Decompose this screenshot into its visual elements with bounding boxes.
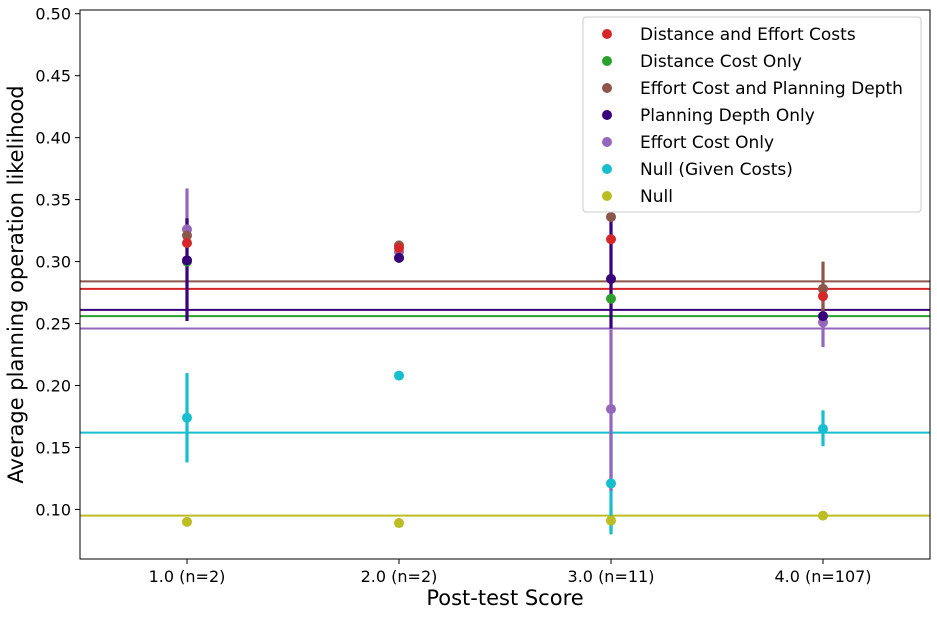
data-point: [394, 518, 404, 529]
data-point: [606, 211, 616, 222]
x-tick-label: 4.0 (n=107): [774, 567, 871, 586]
data-point: [606, 273, 616, 284]
x-axis-label: Post-test Score: [426, 586, 583, 610]
legend-entry: Distance Cost Only: [640, 52, 802, 72]
data-point: [818, 423, 828, 434]
legend-marker: [602, 164, 612, 174]
plot-frame: [79, 9, 931, 560]
legend-entry: Effort Cost Only: [640, 133, 774, 153]
data-points: [182, 211, 828, 529]
data-point: [606, 478, 616, 489]
y-tick-label: 0.35: [35, 191, 71, 210]
y-tick-label: 0.30: [35, 253, 71, 272]
data-point: [182, 412, 192, 423]
data-point: [606, 234, 616, 245]
legend-marker: [602, 110, 612, 120]
y-tick-label: 0.10: [35, 500, 71, 519]
data-point: [394, 370, 404, 381]
x-tick-label: 1.0 (n=2): [149, 567, 226, 586]
y-tick-label: 0.20: [35, 377, 71, 396]
legend-marker: [602, 137, 612, 147]
data-point: [818, 510, 828, 521]
error-bars: [185, 188, 825, 535]
data-point: [818, 311, 828, 322]
data-point: [182, 255, 192, 266]
y-tick-label: 0.15: [35, 438, 71, 457]
legend-entry: Effort Cost and Planning Depth: [640, 79, 903, 99]
legend-box: [582, 16, 922, 213]
legend-marker: [602, 83, 612, 93]
y-tick-label: 0.45: [35, 67, 71, 86]
legend-entry: Null: [640, 187, 673, 207]
data-point: [182, 237, 192, 248]
y-tick-label: 0.50: [35, 5, 71, 24]
legend-entry: Distance and Effort Costs: [640, 25, 856, 45]
legend: Distance and Effort Costs Distance Cost O…: [582, 16, 922, 213]
y-tick-label: 0.40: [35, 129, 71, 148]
data-point: [606, 515, 616, 526]
legend-marker: [602, 56, 612, 66]
legend-entry: Null (Given Costs): [640, 160, 793, 180]
y-tick-label: 0.25: [35, 315, 71, 334]
x-axis: 1.0 (n=2) 2.0 (n=2) 3.0 (n=11) 4.0 (n=107): [149, 559, 872, 586]
data-point: [818, 283, 828, 294]
data-point: [394, 242, 404, 253]
data-point: [182, 516, 192, 527]
data-point: [182, 230, 192, 241]
y-axis-label: Average planning operation likelihood: [4, 85, 28, 483]
legend-marker: [602, 29, 612, 39]
data-point: [606, 293, 616, 304]
y-axis: 0.10 0.15 0.20 0.25 0.30 0.35 0.40 0.45 0.50: [35, 5, 80, 519]
legend-entry: Planning Depth Only: [640, 106, 815, 126]
legend-marker: [602, 191, 612, 201]
overall-lines: [80, 280, 930, 517]
x-tick-label: 3.0 (n=11): [568, 567, 655, 586]
data-point: [394, 252, 404, 263]
data-point: [606, 404, 616, 415]
x-tick-label: 2.0 (n=2): [361, 567, 438, 586]
data-point: [818, 291, 828, 302]
